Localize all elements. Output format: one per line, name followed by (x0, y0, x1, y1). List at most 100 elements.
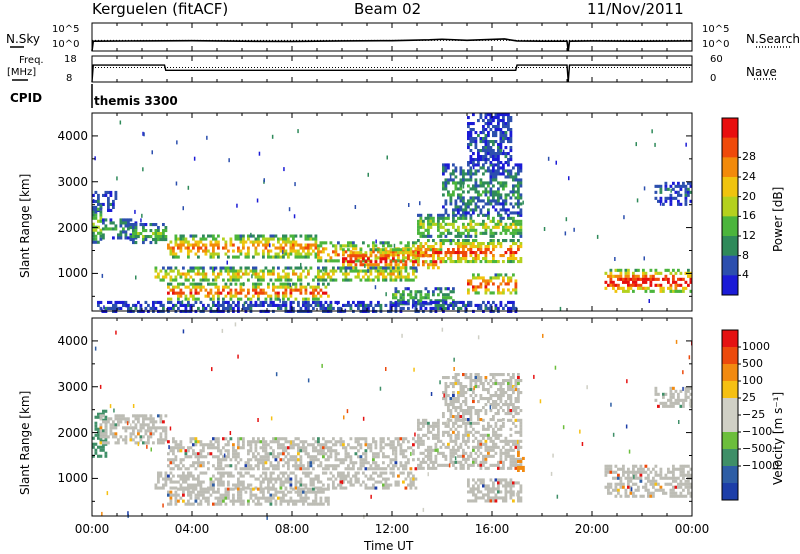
power-cell (509, 276, 513, 280)
power-cell (384, 247, 388, 251)
velocity-cell (249, 483, 253, 487)
velocity-cell (269, 477, 273, 481)
velocity-cell (212, 446, 215, 450)
power-speck (364, 263, 366, 268)
velocity-cell (452, 430, 455, 434)
power-cell (307, 234, 310, 238)
power-cell (477, 119, 480, 123)
power-cell (474, 291, 478, 295)
power-cell (192, 294, 195, 298)
power-cell (409, 296, 413, 300)
power-cell (484, 128, 488, 132)
power-cell (644, 274, 648, 278)
velocity-cell (147, 438, 150, 442)
power-cell (264, 297, 268, 301)
power-cell (494, 178, 498, 182)
power-cell (282, 255, 285, 259)
velocity-cell (227, 449, 230, 453)
velocity-cell (254, 443, 258, 447)
velocity-cell (172, 449, 175, 453)
power-cell (427, 248, 430, 252)
velocity-cell (207, 446, 210, 450)
velocity-cell (407, 446, 410, 450)
velocity-cell (274, 487, 278, 491)
power-cell (444, 178, 448, 182)
power-cell (114, 227, 118, 231)
velocity-cell (154, 483, 158, 487)
power-cell (169, 278, 173, 282)
power-cell (229, 282, 233, 286)
velocity-cell (167, 440, 170, 444)
power-cell (292, 288, 295, 292)
power-cell (437, 248, 440, 252)
velocity-cell (169, 461, 173, 465)
power-cell (397, 251, 400, 255)
power-cell (247, 288, 250, 292)
power-cell (379, 266, 383, 270)
power-cell (397, 299, 400, 303)
power-cell (267, 269, 270, 273)
power-cell (447, 193, 450, 197)
power-cell (314, 234, 318, 238)
velocity-cell (479, 460, 483, 464)
velocity-cell (272, 440, 275, 444)
velocity-cell (462, 457, 465, 461)
velocity-cell (239, 483, 243, 487)
velocity-cell (312, 502, 315, 506)
velocity-cell (382, 486, 385, 490)
velocity-cell (169, 493, 173, 497)
power-cells (92, 113, 693, 313)
power-cell (249, 297, 253, 301)
power-cell (252, 243, 255, 247)
power-cell (379, 260, 383, 264)
velocity-cell (104, 423, 108, 427)
power-cell (327, 306, 330, 310)
velocity-cell (427, 448, 430, 452)
power-cell (442, 166, 445, 170)
power-cell (389, 263, 393, 267)
velocity-cell (267, 487, 270, 491)
power-cell (437, 225, 440, 229)
power-cell (307, 306, 310, 310)
velocity-cell (474, 409, 478, 413)
power-cell (497, 158, 500, 162)
power-cell (279, 246, 283, 250)
power-cell (247, 249, 250, 253)
power-cell (262, 278, 265, 282)
power-cell (127, 227, 130, 231)
velocity-cell (339, 461, 343, 465)
velocity-cell (122, 414, 125, 418)
power-cell (379, 306, 383, 310)
velocity-cell (182, 464, 185, 468)
velocity-cell (484, 379, 488, 383)
velocity-cell (379, 437, 383, 441)
velocity-cell (519, 463, 523, 467)
velocity-cell (462, 400, 465, 404)
power-cell (507, 158, 510, 162)
velocity-cell (314, 440, 318, 444)
power-cell (364, 251, 368, 255)
power-cell (469, 303, 473, 307)
power-cell (429, 248, 433, 252)
velocity-cell (99, 414, 103, 418)
velocity-cell (452, 403, 455, 407)
velocity-cell (182, 477, 185, 481)
power-cell (212, 282, 215, 286)
power-cell (314, 300, 318, 304)
power-cell (609, 274, 613, 278)
power-cell (194, 234, 198, 238)
power-cell (492, 131, 495, 135)
power-cell (242, 234, 245, 238)
power-cell (467, 161, 470, 165)
power-cell (182, 234, 185, 238)
velocity-cell (267, 458, 270, 462)
power-cell (139, 303, 143, 307)
velocity-cell (192, 452, 195, 456)
power-cell (234, 255, 238, 259)
power-cell (487, 199, 490, 203)
power-cell (687, 193, 690, 197)
power-cell (447, 228, 450, 232)
velocity-cell (262, 464, 265, 468)
power-cell (372, 278, 375, 282)
power-cell (517, 199, 520, 203)
